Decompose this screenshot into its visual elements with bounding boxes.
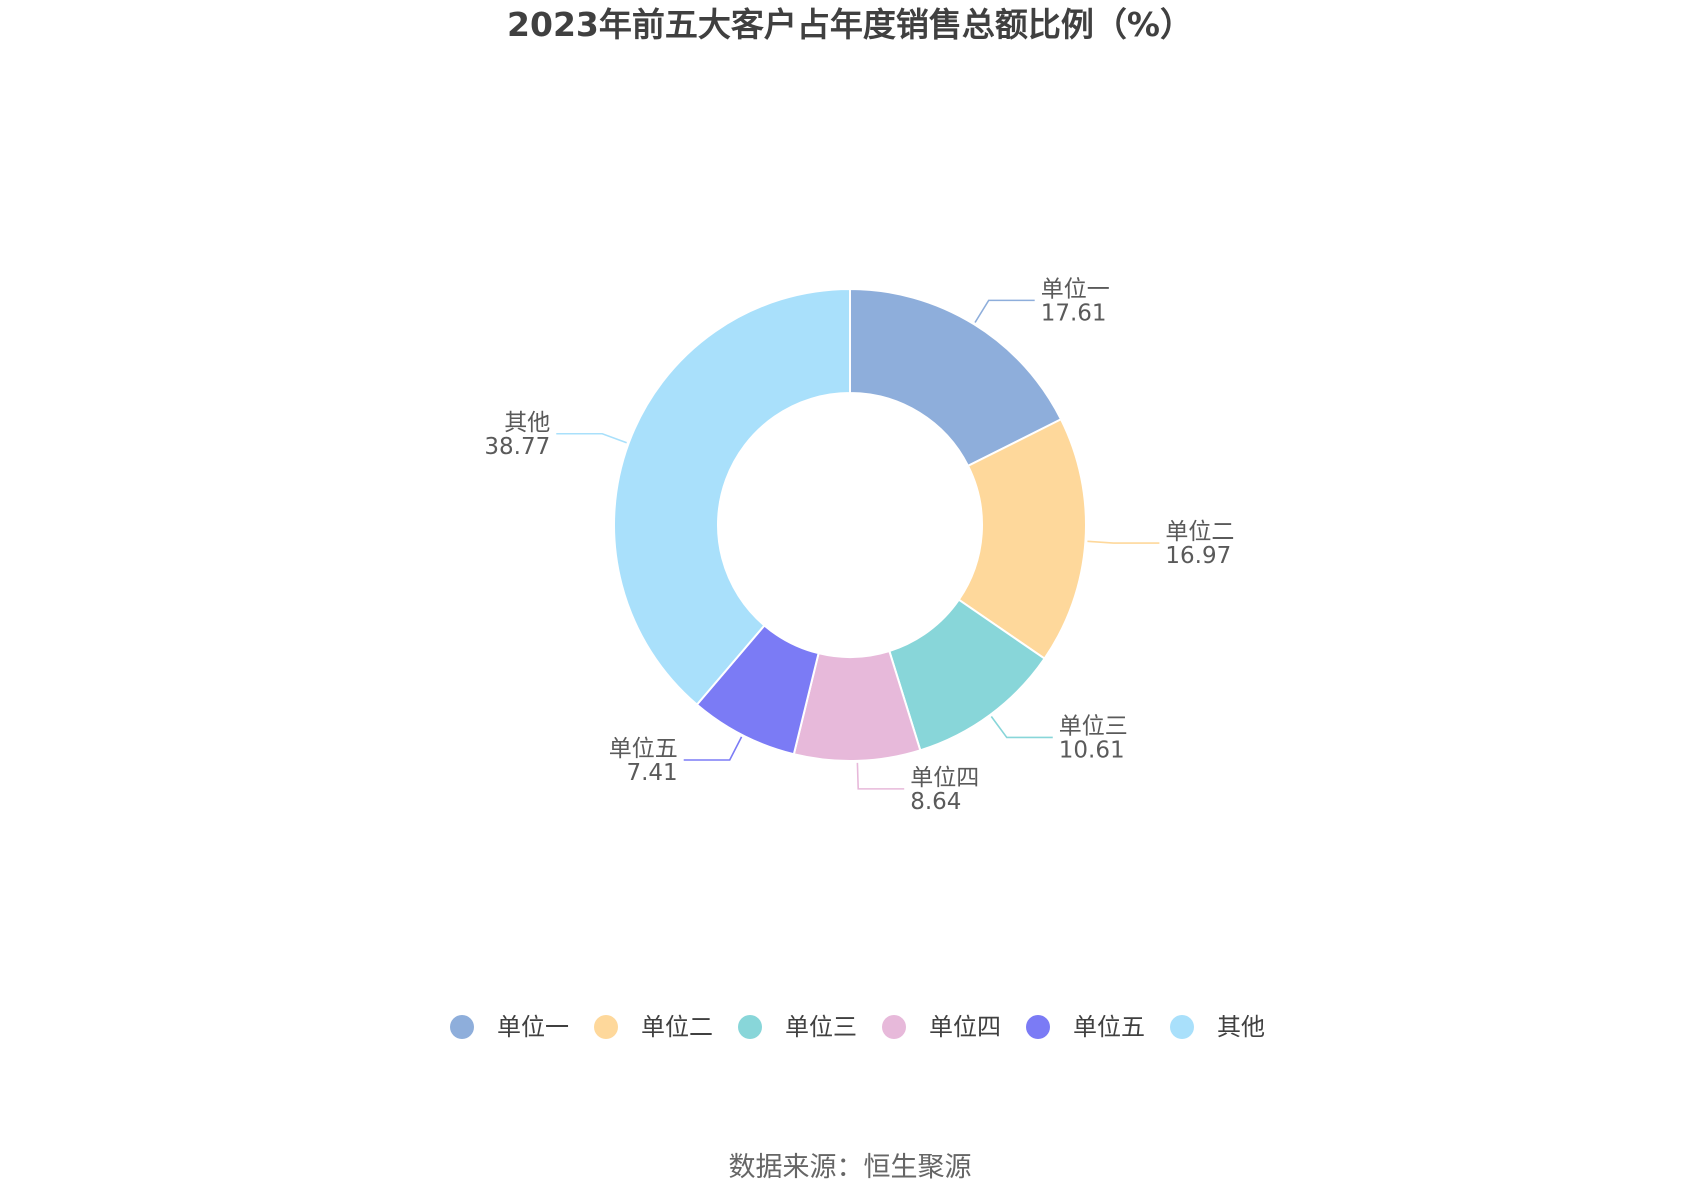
slice-name-label-6: 其他 — [504, 410, 550, 436]
legend-label-4: 单位四 — [929, 1013, 1001, 1041]
slice-value-label-5: 7.41 — [626, 760, 677, 786]
legend-label-1: 单位一 — [497, 1013, 569, 1041]
legend-marker-4 — [882, 1015, 906, 1039]
slice-name-label-3: 单位三 — [1059, 713, 1128, 739]
leader-line-3 — [990, 716, 1053, 739]
slice-name-label-2: 单位二 — [1165, 519, 1234, 545]
donut-slice-6[interactable] — [613, 287, 851, 707]
donut-slice-1[interactable] — [849, 287, 1063, 468]
slice-value-label-4: 8.64 — [910, 789, 961, 815]
leader-line-1 — [974, 299, 1035, 323]
slice-value-label-2: 16.97 — [1165, 543, 1231, 569]
chart-title: 2023年前五大客户占年度销售总额比例（%） — [507, 5, 1193, 44]
legend-item-4[interactable]: 单位四 — [882, 1013, 1001, 1041]
legend-marker-6 — [1170, 1015, 1194, 1039]
legend-marker-3 — [738, 1015, 762, 1039]
slice-name-label-5: 单位五 — [609, 736, 678, 762]
slice-value-label-1: 17.61 — [1041, 300, 1107, 326]
legend: 单位一 单位二 单位三 单位四 单位五 其他 — [450, 1013, 1265, 1041]
leader-line-5 — [683, 736, 743, 761]
leader-line-4 — [856, 762, 905, 790]
donut-slice-2[interactable] — [957, 417, 1087, 660]
legend-item-3[interactable]: 单位三 — [738, 1013, 857, 1041]
slice-name-label-1: 单位一 — [1041, 276, 1110, 302]
leader-line-6 — [556, 432, 627, 444]
legend-label-6: 其他 — [1217, 1013, 1265, 1041]
legend-item-1[interactable]: 单位一 — [450, 1013, 569, 1041]
slices-layer — [613, 287, 1087, 762]
legend-label-2: 单位二 — [641, 1013, 713, 1041]
leader-line-2 — [1087, 540, 1160, 544]
slice-value-label-6: 38.77 — [484, 434, 550, 460]
legend-item-6[interactable]: 其他 — [1170, 1013, 1265, 1041]
legend-label-3: 单位三 — [785, 1013, 857, 1041]
data-source: 数据来源：恒生聚源 — [729, 1152, 972, 1183]
slice-value-label-3: 10.61 — [1059, 737, 1125, 763]
legend-item-5[interactable]: 单位五 — [1026, 1013, 1145, 1041]
legend-marker-2 — [594, 1015, 618, 1039]
legend-item-2[interactable]: 单位二 — [594, 1013, 713, 1041]
slice-name-label-4: 单位四 — [910, 765, 979, 791]
legend-label-5: 单位五 — [1073, 1013, 1145, 1041]
legend-marker-5 — [1026, 1015, 1050, 1039]
legend-marker-1 — [450, 1015, 474, 1039]
